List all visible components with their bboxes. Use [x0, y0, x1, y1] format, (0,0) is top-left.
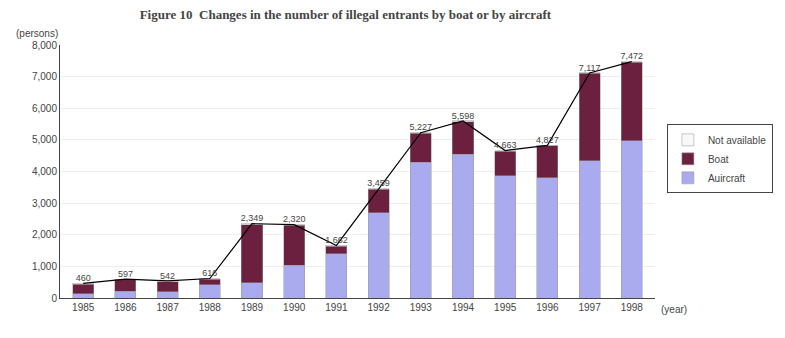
svg-text:1,000: 1,000: [32, 261, 57, 272]
svg-text:1994: 1994: [452, 302, 475, 313]
svg-text:5,227: 5,227: [410, 122, 433, 132]
svg-text:Not available: Not available: [708, 135, 766, 146]
svg-text:7,117: 7,117: [579, 63, 601, 73]
svg-text:8,000: 8,000: [32, 40, 57, 51]
svg-text:1993: 1993: [410, 302, 433, 313]
svg-text:Auircraft: Auircraft: [708, 173, 745, 184]
svg-text:7,472: 7,472: [621, 51, 644, 61]
svg-text:1,662: 1,662: [325, 235, 348, 245]
svg-text:6,000: 6,000: [32, 103, 57, 114]
svg-text:1988: 1988: [199, 302, 222, 313]
svg-text:1992: 1992: [367, 302, 390, 313]
svg-text:4,663: 4,663: [494, 140, 517, 150]
svg-text:3,459: 3,459: [367, 178, 390, 188]
svg-text:1990: 1990: [283, 302, 306, 313]
svg-text:1998: 1998: [621, 302, 644, 313]
svg-text:Boat: Boat: [708, 154, 729, 165]
svg-text:1995: 1995: [494, 302, 517, 313]
svg-text:5,598: 5,598: [452, 111, 475, 121]
svg-text:0: 0: [51, 293, 57, 304]
svg-text:1986: 1986: [114, 302, 137, 313]
svg-text:1996: 1996: [536, 302, 559, 313]
svg-text:2,349: 2,349: [241, 213, 264, 223]
svg-text:1987: 1987: [156, 302, 179, 313]
svg-text:2,000: 2,000: [32, 229, 57, 240]
svg-text:460: 460: [76, 273, 91, 283]
svg-text:2,320: 2,320: [283, 214, 306, 224]
svg-text:4,827: 4,827: [536, 135, 559, 145]
svg-text:1989: 1989: [241, 302, 264, 313]
svg-text:1997: 1997: [578, 302, 601, 313]
svg-text:Figure 10 Changes in the numb: Figure 10 Changes in the number of illeg…: [140, 7, 552, 22]
svg-text:(year): (year): [661, 304, 687, 315]
svg-text:4,000: 4,000: [32, 166, 57, 177]
svg-text:7,000: 7,000: [32, 71, 57, 82]
svg-text:542: 542: [160, 271, 175, 281]
svg-text:3,000: 3,000: [32, 198, 57, 209]
svg-text:1985: 1985: [72, 302, 95, 313]
svg-text:5,000: 5,000: [32, 134, 57, 145]
svg-text:616: 616: [202, 268, 217, 278]
svg-text:597: 597: [118, 269, 133, 279]
svg-text:1991: 1991: [325, 302, 348, 313]
svg-text:(persons): (persons): [16, 28, 58, 39]
